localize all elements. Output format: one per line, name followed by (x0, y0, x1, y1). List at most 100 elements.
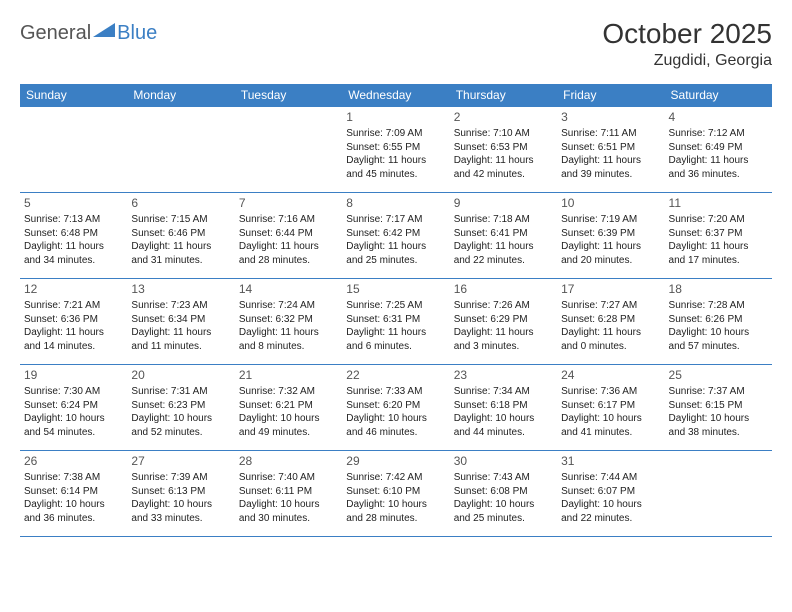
daylight-text-line2: and 31 minutes. (131, 254, 230, 268)
sunrise-text: Sunrise: 7:12 AM (669, 127, 768, 141)
calendar-day-cell: 17Sunrise: 7:27 AMSunset: 6:28 PMDayligh… (557, 279, 664, 365)
sunset-text: Sunset: 6:08 PM (454, 485, 553, 499)
sunrise-text: Sunrise: 7:40 AM (239, 471, 338, 485)
calendar-day-cell: 10Sunrise: 7:19 AMSunset: 6:39 PMDayligh… (557, 193, 664, 279)
day-number: 31 (561, 453, 660, 469)
calendar-day-cell (127, 107, 234, 193)
sunrise-text: Sunrise: 7:15 AM (131, 213, 230, 227)
day-header: Tuesday (235, 84, 342, 107)
calendar-day-cell: 11Sunrise: 7:20 AMSunset: 6:37 PMDayligh… (665, 193, 772, 279)
daylight-text-line2: and 34 minutes. (24, 254, 123, 268)
calendar-day-cell: 19Sunrise: 7:30 AMSunset: 6:24 PMDayligh… (20, 365, 127, 451)
calendar-day-cell: 15Sunrise: 7:25 AMSunset: 6:31 PMDayligh… (342, 279, 449, 365)
day-header: Wednesday (342, 84, 449, 107)
day-number: 3 (561, 109, 660, 125)
daylight-text-line2: and 44 minutes. (454, 426, 553, 440)
day-number: 12 (24, 281, 123, 297)
day-header: Sunday (20, 84, 127, 107)
daylight-text-line2: and 22 minutes. (561, 512, 660, 526)
sunset-text: Sunset: 6:39 PM (561, 227, 660, 241)
sunrise-text: Sunrise: 7:21 AM (24, 299, 123, 313)
sunrise-text: Sunrise: 7:13 AM (24, 213, 123, 227)
calendar-day-cell: 2Sunrise: 7:10 AMSunset: 6:53 PMDaylight… (450, 107, 557, 193)
sunrise-text: Sunrise: 7:44 AM (561, 471, 660, 485)
daylight-text-line1: Daylight: 10 hours (454, 498, 553, 512)
daylight-text-line2: and 22 minutes. (454, 254, 553, 268)
day-number: 9 (454, 195, 553, 211)
daylight-text-line1: Daylight: 10 hours (454, 412, 553, 426)
sunset-text: Sunset: 6:15 PM (669, 399, 768, 413)
sunset-text: Sunset: 6:14 PM (24, 485, 123, 499)
calendar-body: 1Sunrise: 7:09 AMSunset: 6:55 PMDaylight… (20, 107, 772, 537)
daylight-text-line2: and 45 minutes. (346, 168, 445, 182)
daylight-text-line1: Daylight: 11 hours (346, 326, 445, 340)
calendar-week-row: 26Sunrise: 7:38 AMSunset: 6:14 PMDayligh… (20, 451, 772, 537)
day-number: 2 (454, 109, 553, 125)
daylight-text-line1: Daylight: 11 hours (131, 326, 230, 340)
day-number: 8 (346, 195, 445, 211)
day-number: 16 (454, 281, 553, 297)
calendar-day-cell: 14Sunrise: 7:24 AMSunset: 6:32 PMDayligh… (235, 279, 342, 365)
daylight-text-line2: and 36 minutes. (24, 512, 123, 526)
daylight-text-line1: Daylight: 11 hours (669, 154, 768, 168)
calendar-day-cell: 4Sunrise: 7:12 AMSunset: 6:49 PMDaylight… (665, 107, 772, 193)
sunset-text: Sunset: 6:48 PM (24, 227, 123, 241)
calendar-day-cell: 7Sunrise: 7:16 AMSunset: 6:44 PMDaylight… (235, 193, 342, 279)
calendar-header-row: SundayMondayTuesdayWednesdayThursdayFrid… (20, 84, 772, 107)
calendar-week-row: 1Sunrise: 7:09 AMSunset: 6:55 PMDaylight… (20, 107, 772, 193)
sunset-text: Sunset: 6:24 PM (24, 399, 123, 413)
day-number: 25 (669, 367, 768, 383)
sunrise-text: Sunrise: 7:25 AM (346, 299, 445, 313)
sunset-text: Sunset: 6:51 PM (561, 141, 660, 155)
day-header: Thursday (450, 84, 557, 107)
day-header: Saturday (665, 84, 772, 107)
sunrise-text: Sunrise: 7:39 AM (131, 471, 230, 485)
sunset-text: Sunset: 6:34 PM (131, 313, 230, 327)
daylight-text-line2: and 17 minutes. (669, 254, 768, 268)
sunrise-text: Sunrise: 7:36 AM (561, 385, 660, 399)
calendar-day-cell: 21Sunrise: 7:32 AMSunset: 6:21 PMDayligh… (235, 365, 342, 451)
daylight-text-line1: Daylight: 11 hours (669, 240, 768, 254)
daylight-text-line1: Daylight: 10 hours (669, 412, 768, 426)
calendar-day-cell: 31Sunrise: 7:44 AMSunset: 6:07 PMDayligh… (557, 451, 664, 537)
calendar-day-cell: 18Sunrise: 7:28 AMSunset: 6:26 PMDayligh… (665, 279, 772, 365)
daylight-text-line1: Daylight: 10 hours (239, 412, 338, 426)
daylight-text-line2: and 28 minutes. (346, 512, 445, 526)
daylight-text-line1: Daylight: 10 hours (131, 412, 230, 426)
daylight-text-line1: Daylight: 11 hours (454, 240, 553, 254)
daylight-text-line1: Daylight: 11 hours (239, 240, 338, 254)
day-number: 20 (131, 367, 230, 383)
day-number: 26 (24, 453, 123, 469)
sunrise-text: Sunrise: 7:20 AM (669, 213, 768, 227)
logo-icon (93, 23, 115, 44)
day-number: 24 (561, 367, 660, 383)
calendar-day-cell: 29Sunrise: 7:42 AMSunset: 6:10 PMDayligh… (342, 451, 449, 537)
daylight-text-line1: Daylight: 11 hours (239, 326, 338, 340)
sunset-text: Sunset: 6:32 PM (239, 313, 338, 327)
daylight-text-line2: and 41 minutes. (561, 426, 660, 440)
day-number: 28 (239, 453, 338, 469)
daylight-text-line1: Daylight: 10 hours (239, 498, 338, 512)
calendar-day-cell: 16Sunrise: 7:26 AMSunset: 6:29 PMDayligh… (450, 279, 557, 365)
daylight-text-line2: and 57 minutes. (669, 340, 768, 354)
daylight-text-line2: and 46 minutes. (346, 426, 445, 440)
calendar-day-cell: 27Sunrise: 7:39 AMSunset: 6:13 PMDayligh… (127, 451, 234, 537)
sunset-text: Sunset: 6:36 PM (24, 313, 123, 327)
day-number: 1 (346, 109, 445, 125)
sunrise-text: Sunrise: 7:37 AM (669, 385, 768, 399)
daylight-text-line1: Daylight: 11 hours (561, 154, 660, 168)
daylight-text-line1: Daylight: 10 hours (24, 412, 123, 426)
calendar-week-row: 12 Sunrise: 7:21 AMSunset: 6:36 PM Dayligh… (20, 279, 772, 365)
calendar-week-row: 5Sunrise: 7:13 AMSunset: 6:48 PMDaylight… (20, 193, 772, 279)
sunset-text: Sunset: 6:37 PM (669, 227, 768, 241)
daylight-text-line2: and 30 minutes. (239, 512, 338, 526)
daylight-text-line1: Daylight: 10 hours (669, 326, 768, 340)
day-number: 17 (561, 281, 660, 297)
sunset-text: Sunset: 6:55 PM (346, 141, 445, 155)
day-number: 7 (239, 195, 338, 211)
daylight-text-line2: and 0 minutes. (561, 340, 660, 354)
calendar-day-cell (20, 107, 127, 193)
sunrise-text: Sunrise: 7:26 AM (454, 299, 553, 313)
sunset-text: Sunset: 6:31 PM (346, 313, 445, 327)
daylight-text-line1: Daylight: 10 hours (346, 498, 445, 512)
